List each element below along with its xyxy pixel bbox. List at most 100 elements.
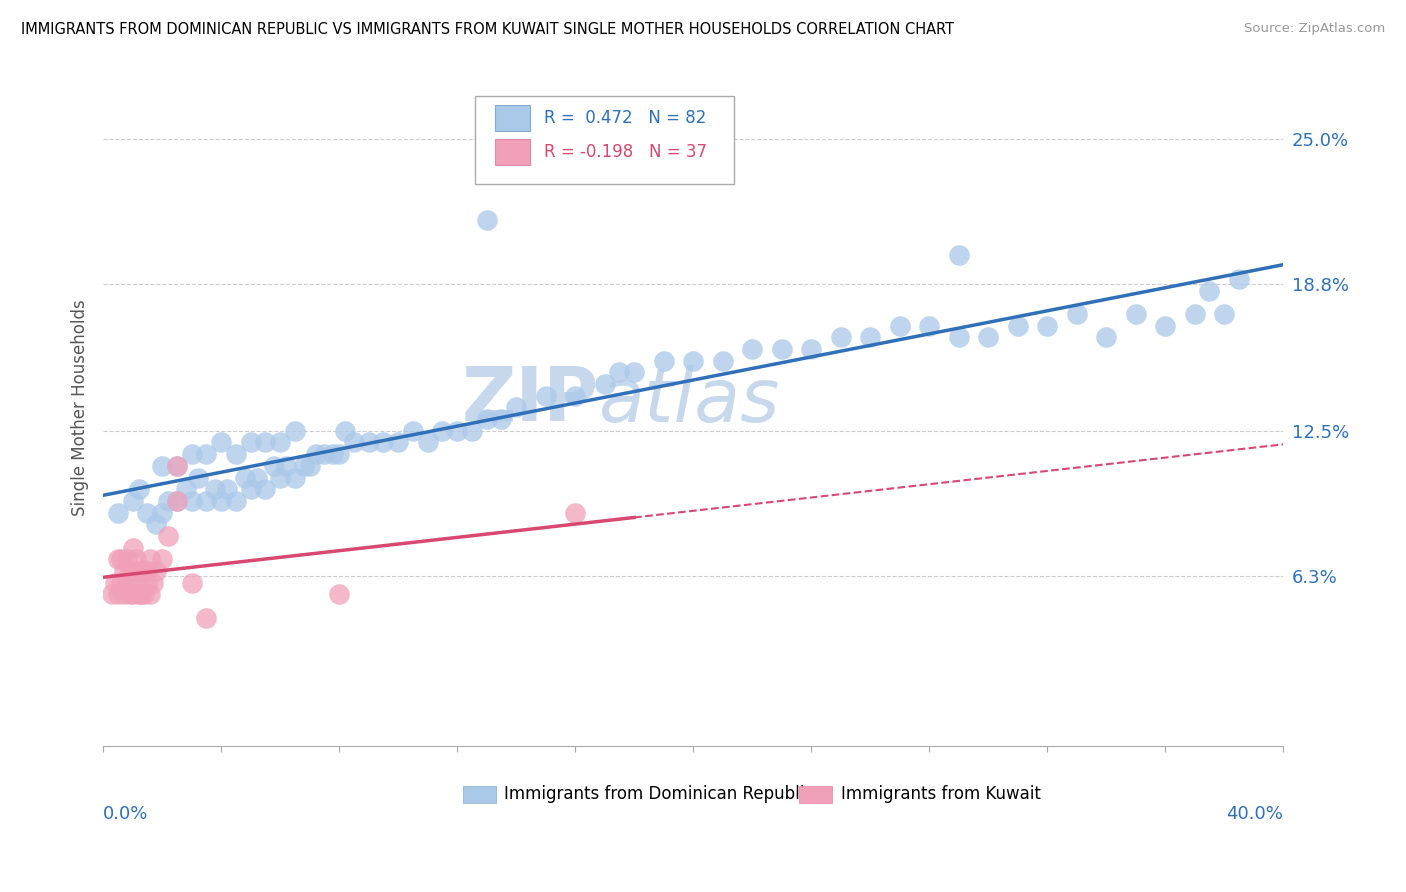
Point bbox=[593, 377, 616, 392]
Point bbox=[373, 435, 395, 450]
Point bbox=[134, 587, 156, 601]
Point bbox=[107, 587, 129, 601]
Point bbox=[416, 435, 439, 450]
Point bbox=[505, 401, 527, 415]
Point bbox=[136, 506, 159, 520]
Point bbox=[402, 424, 425, 438]
Point bbox=[1007, 318, 1029, 333]
Point bbox=[269, 470, 291, 484]
Point bbox=[263, 458, 285, 473]
Text: Immigrants from Dominican Republic: Immigrants from Dominican Republic bbox=[505, 785, 814, 803]
Point bbox=[328, 447, 350, 461]
Point bbox=[136, 575, 159, 590]
Point bbox=[104, 575, 127, 590]
Point bbox=[225, 447, 247, 461]
Point bbox=[1198, 284, 1220, 298]
Point bbox=[121, 564, 143, 578]
Point bbox=[157, 529, 180, 543]
Point bbox=[110, 575, 132, 590]
Point bbox=[239, 435, 262, 450]
Point bbox=[889, 318, 911, 333]
Point bbox=[292, 458, 315, 473]
Point bbox=[166, 458, 188, 473]
Point bbox=[977, 330, 1000, 344]
Point bbox=[918, 318, 941, 333]
Bar bbox=[800, 786, 832, 803]
Point bbox=[186, 470, 208, 484]
Point bbox=[475, 213, 498, 227]
Point bbox=[124, 552, 146, 566]
Text: R = -0.198   N = 37: R = -0.198 N = 37 bbox=[544, 143, 707, 161]
Point bbox=[101, 587, 124, 601]
Point bbox=[157, 494, 180, 508]
Point bbox=[800, 342, 823, 356]
Point bbox=[209, 494, 232, 508]
Point bbox=[859, 330, 882, 344]
Point bbox=[128, 587, 150, 601]
Point bbox=[139, 552, 162, 566]
Text: atlas: atlas bbox=[599, 365, 780, 436]
Point bbox=[174, 482, 197, 496]
Point bbox=[150, 458, 173, 473]
Point bbox=[195, 494, 218, 508]
Point bbox=[180, 447, 202, 461]
Point bbox=[112, 587, 135, 601]
Bar bbox=[463, 786, 496, 803]
Point bbox=[195, 447, 218, 461]
Point bbox=[166, 458, 188, 473]
Point bbox=[432, 424, 454, 438]
Text: Immigrants from Kuwait: Immigrants from Kuwait bbox=[841, 785, 1040, 803]
Point bbox=[225, 494, 247, 508]
Point bbox=[150, 552, 173, 566]
Point bbox=[107, 506, 129, 520]
Point bbox=[652, 353, 675, 368]
Text: 40.0%: 40.0% bbox=[1226, 805, 1284, 822]
Point bbox=[1154, 318, 1177, 333]
Point bbox=[150, 506, 173, 520]
Point bbox=[180, 575, 202, 590]
Point bbox=[254, 435, 277, 450]
Point bbox=[128, 482, 150, 496]
Point bbox=[461, 424, 484, 438]
Point bbox=[446, 424, 468, 438]
Text: Source: ZipAtlas.com: Source: ZipAtlas.com bbox=[1244, 22, 1385, 36]
Point bbox=[112, 564, 135, 578]
Point bbox=[195, 611, 218, 625]
Point bbox=[115, 575, 138, 590]
Point bbox=[166, 494, 188, 508]
Point bbox=[204, 482, 226, 496]
Point bbox=[564, 506, 586, 520]
Point bbox=[145, 564, 167, 578]
Point bbox=[322, 447, 344, 461]
Point bbox=[145, 517, 167, 532]
Point bbox=[110, 552, 132, 566]
Point bbox=[142, 575, 165, 590]
Point bbox=[333, 424, 356, 438]
Point bbox=[609, 365, 631, 379]
Point bbox=[343, 435, 366, 450]
Text: 0.0%: 0.0% bbox=[103, 805, 149, 822]
Point bbox=[711, 353, 734, 368]
Bar bbox=[495, 105, 530, 131]
Point bbox=[1213, 307, 1236, 321]
Text: IMMIGRANTS FROM DOMINICAN REPUBLIC VS IMMIGRANTS FROM KUWAIT SINGLE MOTHER HOUSE: IMMIGRANTS FROM DOMINICAN REPUBLIC VS IM… bbox=[21, 22, 955, 37]
Text: ZIP: ZIP bbox=[461, 364, 599, 437]
Point bbox=[564, 389, 586, 403]
Point bbox=[948, 248, 970, 262]
Point bbox=[682, 353, 704, 368]
Point bbox=[298, 458, 321, 473]
Point bbox=[274, 458, 297, 473]
Text: R =  0.472   N = 82: R = 0.472 N = 82 bbox=[544, 109, 707, 127]
Point bbox=[1036, 318, 1059, 333]
Point bbox=[254, 482, 277, 496]
Point bbox=[1066, 307, 1088, 321]
Point bbox=[233, 470, 256, 484]
Point bbox=[180, 494, 202, 508]
Point bbox=[1227, 272, 1250, 286]
Point bbox=[118, 564, 141, 578]
Point bbox=[284, 424, 307, 438]
Point bbox=[215, 482, 238, 496]
Point bbox=[387, 435, 409, 450]
Point bbox=[209, 435, 232, 450]
Point bbox=[741, 342, 763, 356]
